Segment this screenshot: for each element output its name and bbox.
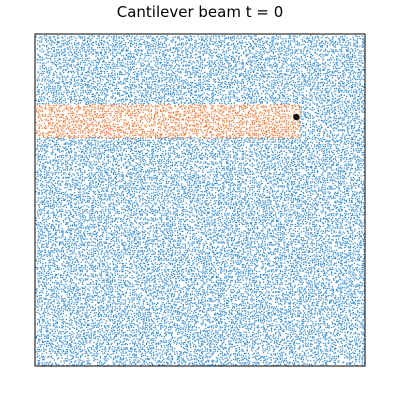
- beam-particles: [35, 103, 301, 140]
- fluid-particles: [35, 35, 366, 367]
- plot-frame: [34, 33, 366, 367]
- particle-marks: [35, 35, 366, 367]
- chart-title: Cantilever beam t = 0: [116, 3, 284, 21]
- tracer-point: [293, 113, 300, 121]
- tracer-point-mark: [293, 113, 300, 121]
- particle-marks: [35, 103, 301, 140]
